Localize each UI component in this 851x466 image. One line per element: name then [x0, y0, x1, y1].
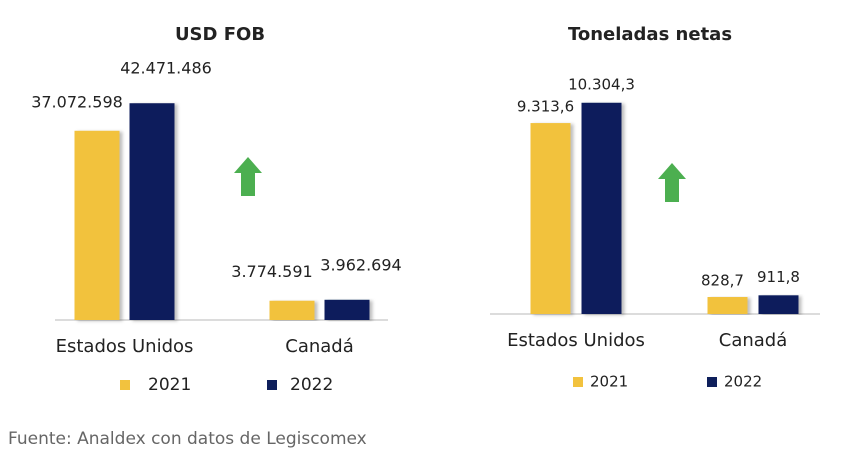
value-label: 42.471.486	[120, 59, 212, 78]
source-note: Fuente: Analdex con datos de Legiscomex	[8, 429, 367, 449]
bar	[269, 300, 315, 320]
legend-label: 2022	[290, 375, 333, 395]
legend-swatch	[707, 377, 717, 387]
up-arrow	[658, 163, 686, 202]
x-tick-label: Estados Unidos	[507, 330, 645, 351]
x-tick-label: Canadá	[719, 330, 788, 351]
x-tick-label: Estados Unidos	[56, 336, 194, 357]
legend-swatch	[267, 380, 277, 390]
up-arrow	[234, 157, 262, 196]
chart-title: Toneladas netas	[568, 24, 732, 45]
bar	[74, 130, 120, 320]
bar	[530, 123, 571, 314]
chart-title: USD FOB	[175, 24, 265, 45]
bar	[707, 297, 748, 314]
legend-label: 2021	[148, 375, 191, 395]
value-label: 37.072.598	[31, 92, 123, 111]
x-tick-label: Canadá	[285, 336, 354, 357]
value-label: 828,7	[701, 272, 744, 290]
bar	[581, 102, 622, 315]
legend-label: 2022	[724, 373, 762, 391]
value-label: 10.304,3	[568, 75, 635, 93]
bar	[324, 299, 370, 320]
bar	[758, 295, 799, 314]
legend-label: 2021	[590, 373, 628, 391]
value-label: 9.313,6	[517, 98, 574, 116]
value-label: 911,8	[757, 268, 800, 286]
bar	[129, 103, 175, 320]
legend-swatch	[573, 377, 583, 387]
value-label: 3.962.694	[320, 255, 401, 274]
legend-swatch	[120, 380, 130, 390]
value-label: 3.774.591	[231, 262, 312, 281]
